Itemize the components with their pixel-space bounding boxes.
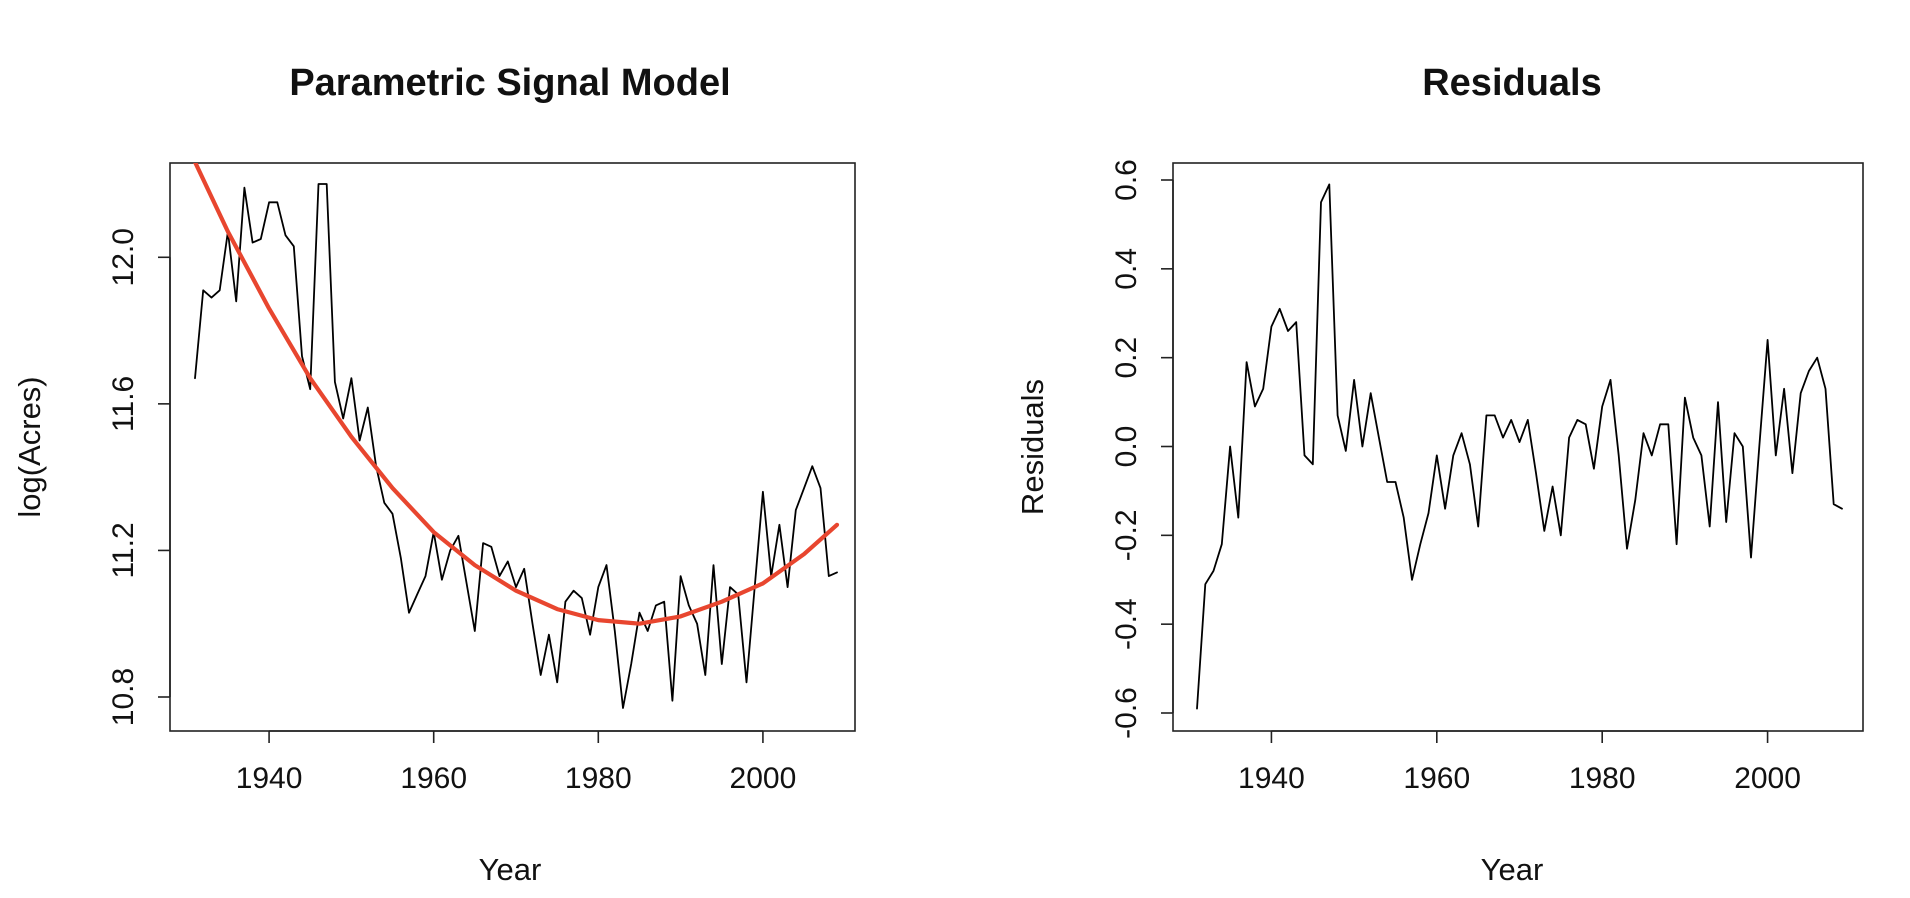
y-axis-label: log(Acres) [12,376,47,517]
x-axis: 1940 1960 1980 2000 [236,730,797,795]
y-axis-label: Residuals [1015,379,1050,515]
y-tick-label: -0.2 [1110,509,1143,561]
x-axis-label: Year [1481,852,1544,887]
x-tick-label: 1960 [400,762,467,795]
x-axis: 1940 1960 1980 2000 [1238,730,1801,795]
x-tick-label: 1940 [236,762,303,795]
chart-panel-residuals: Residuals Year Residuals 1940 1960 1980 200… [1015,62,1864,887]
y-tick-label: -0.4 [1110,598,1143,650]
y-tick-label: 11.2 [107,522,140,578]
y-tick-label: 10.8 [107,668,140,726]
y-tick-label: 0.0 [1110,426,1143,468]
observed-series-line [194,183,838,709]
chart-title: Residuals [1422,62,1602,104]
plot-frame [169,162,856,732]
plot-area [1196,183,1843,710]
x-tick-label: 2000 [1734,762,1801,795]
x-axis-label: Year [479,852,542,887]
y-tick-label: 12.0 [107,228,140,286]
x-tick-label: 1940 [1238,762,1305,795]
plot-area [193,163,840,709]
y-tick-label: 0.4 [1110,248,1143,290]
chart-title: Parametric Signal Model [289,62,730,104]
y-tick-label: -0.6 [1110,687,1143,739]
x-tick-label: 1980 [565,762,632,795]
y-axis: -0.6 -0.4 -0.2 0.0 0.2 0.4 0.6 [1110,159,1174,739]
residual-series-line [1196,183,1843,710]
y-tick-label: 0.6 [1110,159,1143,201]
x-tick-label: 2000 [730,762,797,795]
y-axis: 10.8 11.2 11.6 12.0 [107,228,171,726]
fitted-curve-line [193,163,840,626]
chart-panel-parametric-signal-model: Parametric Signal Model Year log(Acres) … [12,62,856,887]
y-tick-label: 11.6 [107,376,140,432]
x-tick-label: 1960 [1403,762,1470,795]
y-tick-label: 0.2 [1110,337,1143,379]
x-tick-label: 1980 [1569,762,1636,795]
